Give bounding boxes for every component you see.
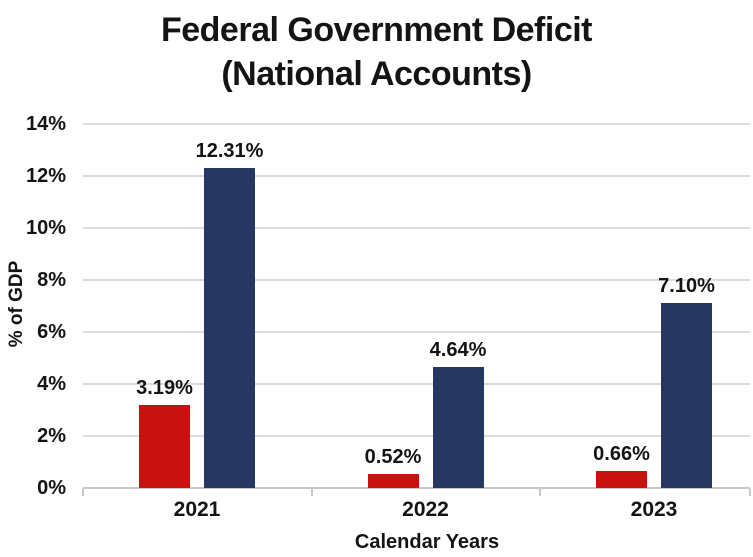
bar-value-label-2022-red: 0.52%	[364, 446, 422, 469]
x-axis-title: Calendar Years	[354, 531, 500, 553]
bar-2022-red	[367, 474, 419, 488]
ytick-label-10%: 10%	[25, 217, 66, 239]
x-axis-boundary-tick-1	[310, 489, 313, 496]
gridline-14%	[83, 123, 750, 125]
bar-2021-navy	[204, 167, 255, 488]
bar-2023-red	[596, 470, 647, 488]
xtick-label-2021: 2021	[173, 498, 221, 521]
gridline-4%	[83, 383, 750, 385]
xtick-label-2022: 2022	[402, 498, 449, 521]
gridline-2%	[83, 435, 750, 437]
x-axis-boundary-tick-2	[539, 489, 541, 496]
chart-title: Federal Government Deficit (National Acc…	[0, 8, 753, 96]
bar-value-label-2021-red: 3.19%	[136, 377, 193, 400]
gridline-0%	[83, 487, 750, 489]
bar-value-label-2023-red: 0.66%	[593, 442, 650, 465]
bar-value-label-2022-navy: 4.64%	[429, 339, 487, 362]
ytick-label-14%: 14%	[25, 113, 66, 135]
bar-value-label-2023-navy: 7.10%	[658, 275, 715, 298]
gridline-10%	[83, 227, 750, 229]
x-axis-boundary-tick-0	[82, 489, 84, 496]
chart-title-line1: Federal Government Deficit	[160, 11, 593, 49]
gridline-12%	[83, 175, 750, 177]
bar-2023-navy	[661, 303, 712, 488]
bar-2022-navy	[432, 367, 484, 488]
bar-2021-red	[139, 405, 190, 488]
ytick-label-0%: 0%	[37, 477, 66, 499]
ytick-label-6%: 6%	[37, 321, 66, 343]
chart-title-line2: (National Accounts)	[221, 55, 532, 93]
ytick-label-4%: 4%	[37, 373, 66, 395]
gridline-6%	[83, 331, 750, 333]
x-axis-boundary-tick-3	[749, 489, 751, 496]
ytick-label-2%: 2%	[37, 425, 66, 447]
gridline-8%	[83, 279, 750, 281]
xtick-label-2023: 2023	[630, 498, 678, 521]
ytick-label-12%: 12%	[25, 165, 66, 187]
bar-value-label-2021-navy: 12.31%	[195, 139, 264, 162]
ytick-label-8%: 8%	[37, 269, 66, 291]
